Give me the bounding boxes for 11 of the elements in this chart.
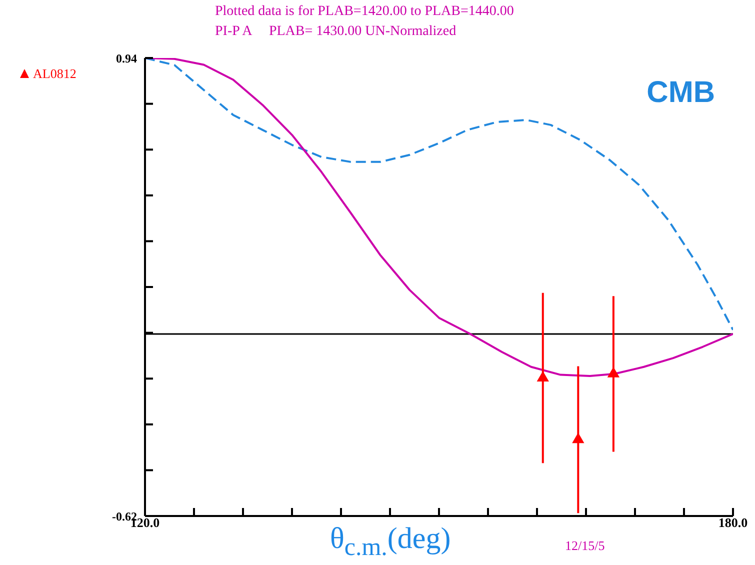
point [607, 366, 620, 378]
y-tick-label: 0.94 [116, 51, 137, 66]
point [536, 370, 549, 382]
legend-label: AL0812 [32, 66, 76, 82]
text: CMB [646, 76, 715, 110]
chart-title: Plotted data is for PLAB=1420.00 to PLAB=1440.00 [215, 4, 514, 20]
chart-subtitle: PI-P A PLAB= 1430.00 UN-Normalized [215, 24, 456, 40]
x-axis-title: θ$_{c.m.}$(deg) [330, 522, 451, 562]
point [572, 432, 584, 444]
x-tick-label: 180.0 [718, 515, 748, 530]
text: 12/15/5 [565, 538, 605, 554]
